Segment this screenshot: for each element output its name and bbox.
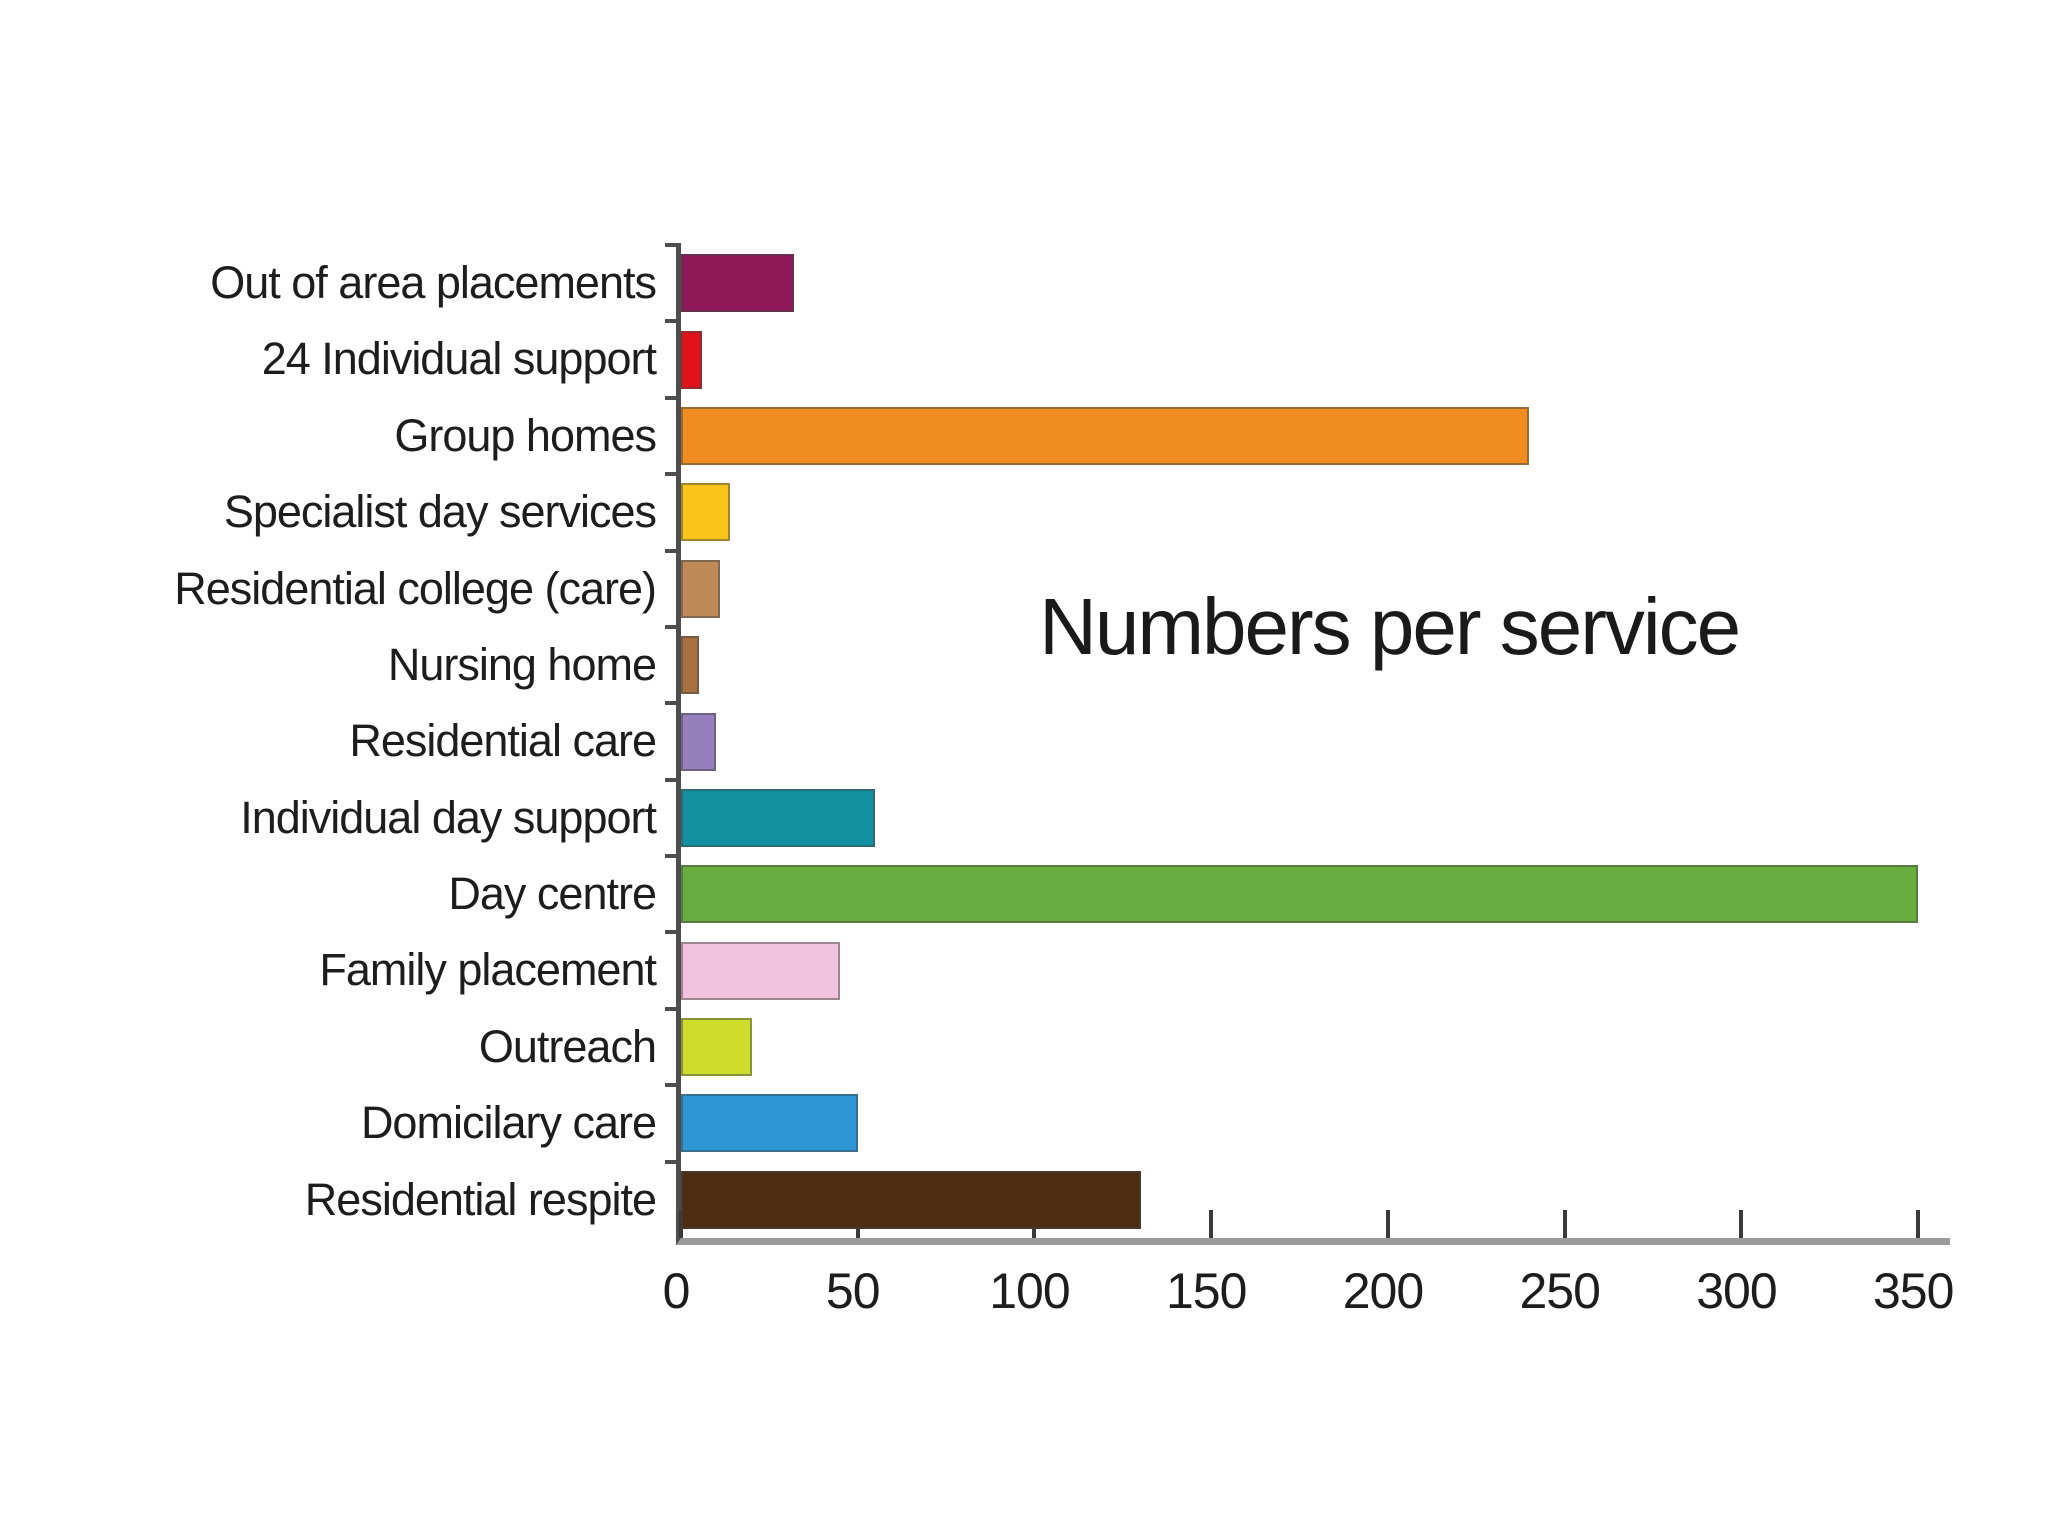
x-tick-350 bbox=[1916, 1210, 1921, 1238]
y-tick-9 bbox=[665, 930, 681, 935]
x-tick-200 bbox=[1385, 1210, 1390, 1238]
category-label-out-of-area-placements: Out of area placements bbox=[210, 257, 657, 308]
y-tick-8 bbox=[665, 854, 681, 859]
category-label-day-centre: Day centre bbox=[448, 868, 657, 920]
category-label-group-homes: Group homes bbox=[394, 409, 657, 461]
y-tick-0 bbox=[665, 243, 681, 247]
category-label-family-placement: Family placement bbox=[319, 944, 657, 996]
category-label-residential-respite: Residential respite bbox=[304, 1173, 657, 1225]
x-axis-tick-labels: 0 50 100 150 200 250 300 350 bbox=[0, 1262, 2048, 1332]
bar-residential-respite bbox=[681, 1170, 1141, 1229]
y-tick-7 bbox=[665, 777, 681, 782]
x-tick-300 bbox=[1739, 1210, 1744, 1238]
bar-individual-day-support bbox=[681, 788, 876, 847]
y-tick-11 bbox=[665, 1083, 681, 1088]
bar-family-placement bbox=[681, 941, 841, 1000]
y-tick-4 bbox=[665, 548, 681, 553]
x-tick-label-250: 250 bbox=[1519, 1263, 1600, 1319]
x-tick-label-200: 200 bbox=[1342, 1263, 1424, 1319]
x-tick-label-100: 100 bbox=[989, 1263, 1070, 1319]
y-tick-6 bbox=[665, 701, 681, 706]
x-tick-label-300: 300 bbox=[1696, 1263, 1777, 1319]
y-tick-2 bbox=[665, 395, 681, 400]
bar-outreach bbox=[681, 1018, 752, 1077]
x-tick-label-50: 50 bbox=[825, 1263, 881, 1319]
plot-area: Numbers per service bbox=[665, 243, 1950, 1245]
x-tick-label-150: 150 bbox=[1166, 1263, 1247, 1319]
category-label-nursing-home: Nursing home bbox=[387, 638, 657, 690]
category-label-domicilary-care: Domicilary care bbox=[360, 1097, 657, 1149]
bar-group-homes bbox=[681, 406, 1530, 465]
chart-title: Numbers per service bbox=[1039, 582, 1741, 672]
x-tick-label-0: 0 bbox=[662, 1263, 691, 1319]
bar-residential-college-care bbox=[681, 559, 720, 618]
y-tick-10 bbox=[665, 1006, 681, 1011]
category-axis: Out of area placements 24 Individual supp… bbox=[0, 245, 657, 1238]
category-label-residential-college-care: Residential college (care) bbox=[174, 562, 657, 614]
y-tick-3 bbox=[665, 472, 681, 477]
category-label-individual-day-support: Individual day support bbox=[240, 791, 657, 843]
bar-residential-care bbox=[681, 712, 717, 771]
x-tick-150 bbox=[1209, 1210, 1214, 1238]
category-label-24-individual-support: 24 Individual support bbox=[261, 333, 657, 385]
category-label-residential-care: Residential care bbox=[349, 715, 657, 767]
y-tick-1 bbox=[665, 319, 681, 324]
y-tick-12 bbox=[665, 1159, 681, 1164]
category-label-specialist-day-services: Specialist day services bbox=[223, 486, 657, 538]
bar-day-centre bbox=[681, 865, 1919, 924]
category-label-outreach: Outreach bbox=[478, 1020, 657, 1072]
bar-nursing-home bbox=[681, 636, 699, 695]
x-tick-250 bbox=[1562, 1210, 1567, 1238]
bar-out-of-area-placements bbox=[681, 254, 795, 313]
x-tick-label-350: 350 bbox=[1872, 1263, 1954, 1319]
bar-specialist-day-services bbox=[681, 483, 731, 542]
bar-24-individual-support bbox=[681, 330, 703, 389]
y-tick-5 bbox=[665, 624, 681, 629]
bar-domicilary-care bbox=[681, 1094, 858, 1153]
